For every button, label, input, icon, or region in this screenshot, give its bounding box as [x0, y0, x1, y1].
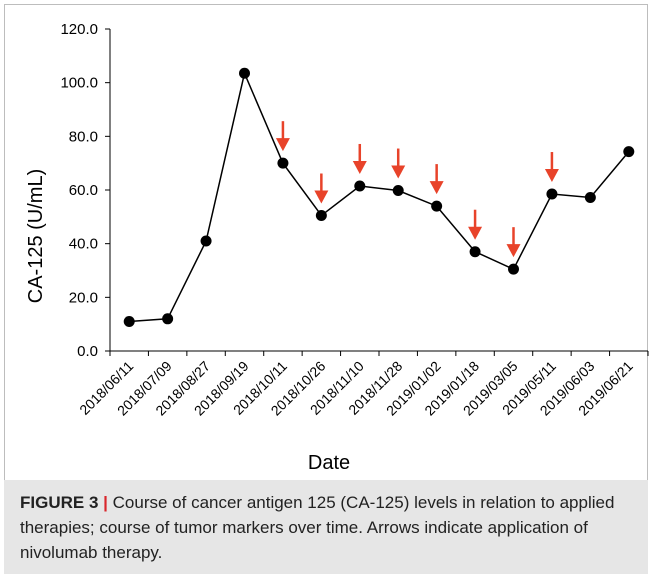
y-tick-label: 100.0: [60, 75, 98, 92]
data-point: [431, 200, 443, 212]
data-point: [623, 146, 635, 158]
therapy-arrow: [314, 173, 329, 204]
data-point: [315, 209, 327, 221]
therapy-arrow: [429, 164, 444, 195]
therapy-arrow: [468, 209, 483, 240]
data-point: [584, 192, 596, 204]
y-tick-label: 60.0: [69, 182, 98, 199]
y-tick-label: 120.0: [60, 21, 98, 38]
therapy-arrow-head: [468, 226, 483, 240]
caption-label: FIGURE 3: [20, 493, 99, 512]
y-axis-ticks: 0.0 20.0 40.0 60.0 80.0 100.0 120.0: [60, 21, 110, 360]
line-chart: 0.0 20.0 40.0 60.0 80.0 100.0 120.0 2018/06/11…: [25, 21, 649, 474]
y-tick-label: 40.0: [69, 236, 98, 253]
therapy-arrow-head: [352, 160, 367, 174]
data-point: [354, 180, 366, 192]
x-axis-ticks: 2018/06/112018/07/092018/08/272018/09/19…: [76, 351, 649, 419]
data-point: [239, 67, 250, 79]
x-axis-label: Date: [308, 452, 350, 474]
figure-caption: FIGURE 3 | Course of cancer antigen 125 …: [4, 480, 648, 574]
data-point: [469, 246, 481, 258]
therapy-arrows: [275, 121, 559, 258]
data-point: [392, 185, 404, 197]
therapy-arrow-head: [314, 190, 329, 204]
figure-frame: [4, 4, 648, 574]
data-point: [123, 315, 135, 327]
therapy-arrow: [391, 148, 406, 179]
therapy-arrow-head: [275, 138, 290, 152]
data-point: [508, 263, 519, 275]
y-axis-label: CA-125 (U/mL): [25, 169, 47, 303]
data-points: [123, 67, 635, 327]
chart-axes: [109, 29, 648, 352]
therapy-arrow: [506, 227, 521, 258]
data-point: [162, 313, 174, 325]
data-point: [546, 188, 558, 200]
therapy-arrow-head: [429, 181, 444, 195]
therapy-arrow-head: [544, 169, 559, 183]
therapy-arrow: [275, 121, 290, 152]
caption-text: Course of cancer antigen 125 (CA-125) le…: [20, 493, 615, 562]
data-point: [277, 157, 289, 169]
therapy-arrow: [352, 143, 367, 174]
y-tick-label: 0.0: [77, 343, 98, 360]
therapy-arrow-head: [506, 244, 521, 258]
caption-separator: |: [103, 493, 108, 512]
series-line: [129, 70, 630, 323]
data-point: [200, 235, 212, 247]
y-tick-label: 20.0: [69, 289, 98, 306]
therapy-arrow: [544, 152, 559, 183]
therapy-arrow-head: [391, 165, 406, 179]
y-tick-label: 80.0: [69, 128, 98, 145]
